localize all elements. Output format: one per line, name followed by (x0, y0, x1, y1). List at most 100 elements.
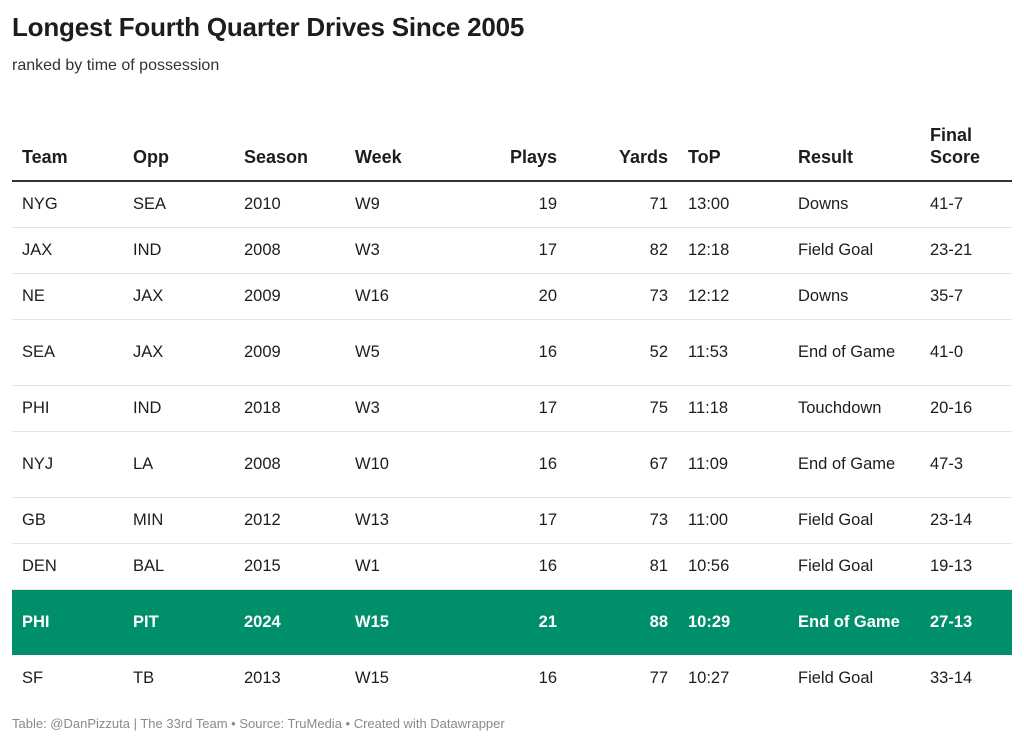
cell-result: Field Goal (788, 497, 920, 544)
cell-week: W15 (355, 669, 389, 687)
cell-team: NE (12, 273, 123, 320)
cell-team: SEA (12, 319, 123, 386)
cell-opp: JAX (123, 319, 234, 386)
cell-week: W1 (345, 543, 456, 590)
cell-season: 2009 (234, 319, 345, 386)
cell-final-score: 23-21 (920, 227, 1012, 274)
cell-opp: PIT (123, 589, 234, 655)
table-row: DEN BAL 2015 W1 16 81 10:56 Field Goal 19-13 (12, 543, 1012, 590)
cell-season: 2008 (234, 431, 345, 498)
cell-season: 2008 (234, 227, 345, 274)
cell-plays: 17 (456, 497, 567, 544)
cell-yards: 73 (567, 497, 678, 544)
cell-final-score: 20-16 (920, 385, 1012, 432)
cell-season: 2012 (234, 497, 345, 544)
cell-top: 13:00 (678, 181, 788, 228)
cell-top: 12:18 (678, 227, 788, 274)
cell-top: 10:29 (678, 589, 788, 655)
cell-season: 2024 (234, 589, 345, 655)
cell-top: 11:00 (678, 497, 788, 544)
table-row: NYJ LA 2008 W10 16 67 11:09 End of Game 47-3 (12, 431, 1012, 498)
cell-opp: MIN (123, 497, 234, 544)
table-row: PHI PIT 2024 W15 21 88 10:29 End of Game 27-13 (12, 589, 1012, 655)
column-header-team[interactable]: Team (12, 108, 123, 182)
cell-yards: 82 (567, 227, 678, 274)
table-row: PHI IND 2018 W3 17 75 11:18 Touchdown 20-16 (12, 385, 1012, 432)
cell-plays: 17 (456, 227, 567, 274)
table-row: NE JAX 2009 W16 20 73 12:12 Downs 35-7 (12, 273, 1012, 320)
cell-top: 12:12 (678, 273, 788, 320)
chart-title: Longest Fourth Quarter Drives Since 2005 (12, 12, 525, 42)
cell-top: 11:18 (678, 385, 788, 432)
cell-yards: 73 (567, 273, 678, 320)
cell-week: W10 (345, 431, 456, 498)
column-header-opp[interactable]: Opp (123, 108, 234, 182)
cell-season: 2010 (234, 181, 345, 228)
table-row: JAX IND 2008 W3 17 82 12:18 Field Goal 23-21 (12, 227, 1012, 274)
cell-team: NYJ (12, 431, 123, 498)
cell-result: End of Game (788, 431, 920, 498)
cell-top: 11:53 (678, 319, 788, 386)
cell-plays: 16 (456, 431, 567, 498)
table-row: NYG SEA 2010 W9 19 71 13:00 Downs 41-7 (12, 181, 1012, 228)
cell-opp: IND (123, 227, 234, 274)
cell-plays: 21 (456, 589, 567, 655)
column-header-yards[interactable]: Yards (567, 108, 678, 182)
column-header-top[interactable]: ToP (678, 108, 788, 182)
cell-plays: 20 (456, 273, 567, 320)
cell-final-score: 35-7 (920, 273, 1012, 320)
cell-opp: BAL (123, 543, 234, 590)
cell-week: W3 (345, 227, 456, 274)
cell-result: Downs (788, 273, 920, 320)
cell-team: DEN (12, 543, 123, 590)
cell-plays: 16 (538, 669, 557, 687)
cell-opp: IND (123, 385, 234, 432)
cell-result: Touchdown (788, 385, 920, 432)
cell-week: W9 (345, 181, 456, 228)
cell-result: Field Goal (798, 669, 874, 687)
column-header-final-score[interactable]: Final Score (920, 108, 1012, 182)
cell-opp: SEA (123, 181, 234, 228)
table-row: SF TB 2013 W15 16 77 10:27 Field Goal 33-14 (12, 655, 1012, 701)
cell-opp: JAX (123, 273, 234, 320)
cell-plays: 16 (456, 319, 567, 386)
cell-final-score: 41-0 (920, 319, 1012, 386)
cell-opp: TB (133, 669, 155, 687)
cell-week: W5 (345, 319, 456, 386)
cell-final-score: 33-14 (930, 669, 973, 687)
cell-yards: 77 (649, 669, 668, 687)
cell-top: 11:09 (678, 431, 788, 498)
column-header-plays[interactable]: Plays (456, 108, 567, 182)
cell-week: W13 (345, 497, 456, 544)
cell-yards: 67 (567, 431, 678, 498)
cell-top: 10:27 (688, 669, 730, 687)
cell-season: 2009 (234, 273, 345, 320)
cell-team: NYG (12, 181, 123, 228)
chart-subtitle: ranked by time of possession (12, 57, 220, 74)
cell-final-score: 27-13 (920, 589, 1012, 655)
cell-yards: 71 (567, 181, 678, 228)
table-body: NYG SEA 2010 W9 19 71 13:00 Downs 41-7 JAX IND 2008… (12, 181, 1012, 701)
cell-final-score: 41-7 (920, 181, 1012, 228)
cell-season: 2018 (234, 385, 345, 432)
cell-yards: 81 (567, 543, 678, 590)
cell-team: SF (22, 669, 44, 687)
cell-week: W16 (345, 273, 456, 320)
column-header-week[interactable]: Week (345, 108, 456, 182)
header-row: Team Opp Season Week Plays Yards ToP Res… (12, 108, 1012, 182)
column-header-result[interactable]: Result (788, 108, 920, 182)
cell-result: Field Goal (788, 227, 920, 274)
table-row: SEA JAX 2009 W5 16 52 11:53 End of Game 41-0 (12, 319, 1012, 386)
cell-result: End of Game (788, 319, 920, 386)
cell-opp: LA (123, 431, 234, 498)
cell-result: Field Goal (788, 543, 920, 590)
cell-week: W3 (345, 385, 456, 432)
cell-season: 2015 (234, 543, 345, 590)
cell-team: GB (12, 497, 123, 544)
cell-final-score: 47-3 (920, 431, 1012, 498)
cell-yards: 75 (567, 385, 678, 432)
cell-plays: 19 (456, 181, 567, 228)
cell-plays: 16 (456, 543, 567, 590)
column-header-season[interactable]: Season (234, 108, 345, 182)
cell-yards: 52 (567, 319, 678, 386)
